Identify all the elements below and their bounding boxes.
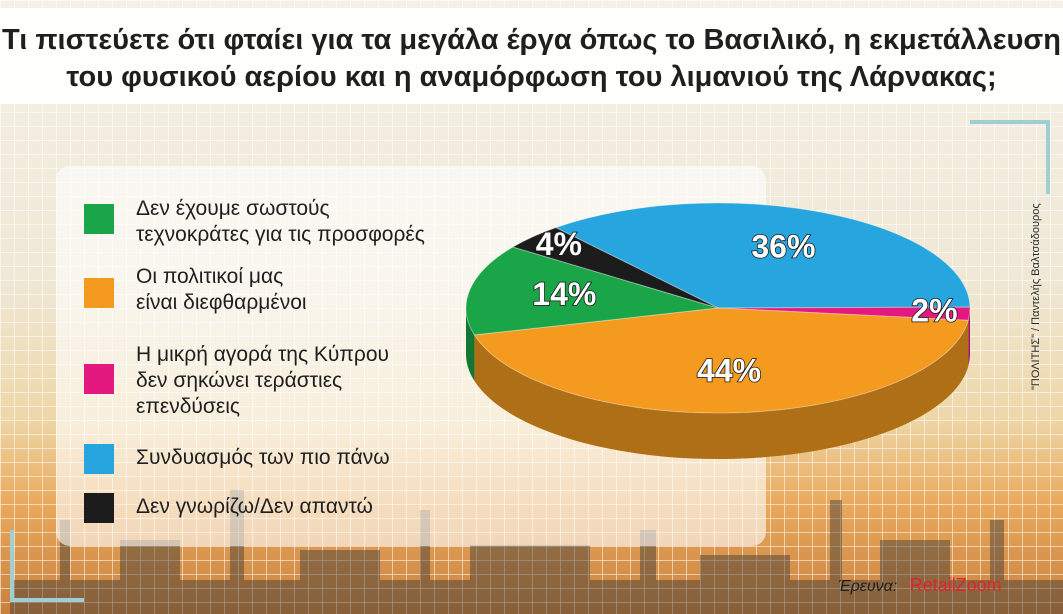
- source-label: Έρευνα:: [838, 578, 898, 595]
- slice-label: 36%: [751, 228, 815, 264]
- title-line-1: Τι πιστεύετε ότι φταίει για τα μεγάλα έρ…: [2, 24, 1061, 56]
- legend-label: Συνδυασμός των πιο πάνω: [136, 446, 390, 469]
- pie-slice: [554, 202, 971, 309]
- legend-label: Δεν γνωρίζω/Δεν απαντώ: [136, 495, 373, 518]
- source-line: Έρευνα: RetailZoom: [838, 575, 1002, 596]
- corner-decoration-top-right: [970, 120, 1050, 194]
- legend-swatch-orange: [84, 278, 114, 308]
- photo-credit: "ΠΟΛΙΤΗΣ" / Παντελής Βαλτσάδουρος: [1030, 203, 1042, 390]
- slice-label: 14%: [532, 276, 596, 312]
- legend-swatch-blue: [84, 444, 114, 474]
- pie-top: [465, 202, 971, 414]
- legend-label: Δεν έχουμε σωστούς τεχνοκράτες για τις π…: [136, 197, 425, 246]
- source-brand-logo: RetailZoom: [909, 575, 1002, 595]
- pie-side-wall: [466, 308, 475, 381]
- pie-slice: [465, 246, 719, 336]
- pie-sides: [466, 308, 970, 460]
- pie-side-wall: [474, 320, 969, 460]
- pie-side-wall: [968, 308, 970, 367]
- legend-label: Η μικρή αγορά της Κύπρου δεν σηκώνει τερ…: [136, 343, 389, 418]
- chart-title: Τι πιστεύετε ότι φταίει για τα μεγάλα έρ…: [0, 22, 1063, 96]
- pie-slice: [511, 227, 719, 309]
- slice-label: 44%: [697, 352, 761, 388]
- pie-slice: [473, 307, 969, 414]
- pie-labels: 36% 2% 44% 14% 4%: [531, 225, 958, 389]
- slice-label: 4%: [536, 226, 582, 262]
- legend-swatch-black: [84, 493, 114, 523]
- industrial-skyline: [10, 490, 1063, 614]
- title-line-2: του φυσικού αερίου και η αναμόρφωση του …: [66, 61, 997, 93]
- slice-label: 2%: [911, 292, 957, 328]
- legend-swatch-magenta: [84, 364, 114, 394]
- legend-label: Οι πολιτικοί μας είναι διεφθαρμένοι: [136, 265, 307, 314]
- pie-slice: [717, 306, 971, 321]
- corner-decoration-bottom-left: [10, 530, 84, 602]
- title-band: [0, 8, 1063, 104]
- legend-swatch-green: [84, 204, 114, 234]
